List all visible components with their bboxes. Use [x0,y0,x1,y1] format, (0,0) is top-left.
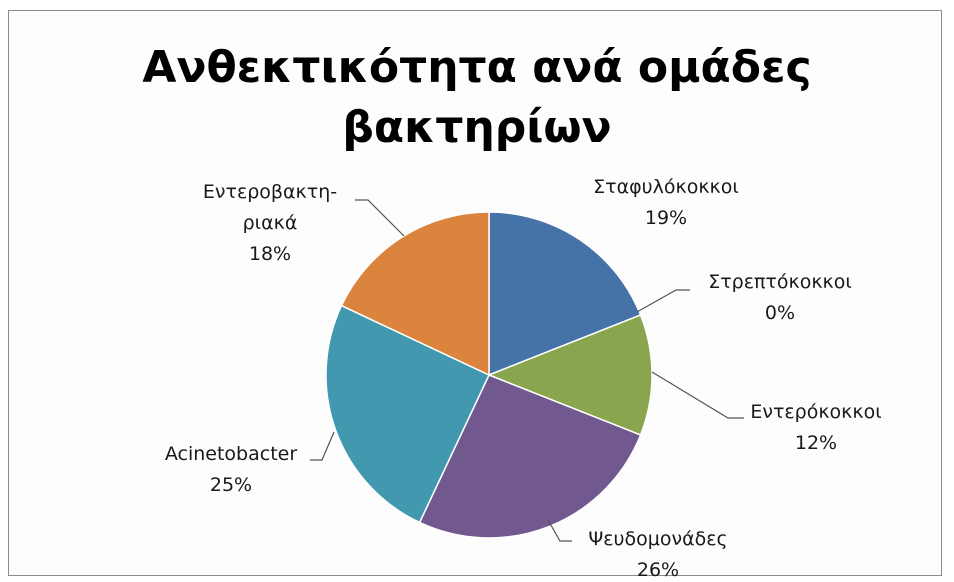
slice-5-label-line-2: 25% [210,474,252,496]
slice-2-leader-line [636,289,690,313]
slice-2-label-line-2: 0% [765,302,795,324]
slice-4-label: Ψευδομονάδες 26% [588,528,727,581]
slice-6-label-line-1: Εντεροβακτη- [203,181,337,203]
slice-6-label: Εντεροβακτη-ριακά 18% [203,181,337,265]
slice-1 [488,211,642,377]
slice-1-label-line-2: 19% [645,207,687,229]
data-labels: Σταφυλόκοκκοι 19% Στρεπτόκοκκοι 0% Εντερόκοκ… [165,176,882,581]
slice-5-leader-line [310,431,335,461]
slice-4 [418,374,642,539]
chart-title-line-1: Ανθεκτικότητα ανά ομάδες [142,42,812,93]
slice-5 [325,304,490,524]
slice-3-label-line-2: 12% [795,432,837,454]
slice-1-label-line-1: Σταφυλόκοκκοι [593,176,739,198]
slice-6-label-line-3: 18% [249,243,291,265]
pie-slices [325,211,653,539]
leader-lines [310,199,744,542]
slice-2-label: Στρεπτόκοκκοι 0% [708,271,852,324]
slice-1-label: Σταφυλόκοκκοι 19% [593,176,739,229]
slice-5-label: Acinetobacter 25% [165,443,297,496]
slice-3-leader-line [651,371,744,419]
slice-2-label-line-1: Στρεπτόκοκκοι [708,271,852,293]
slice-6-leader-line [355,199,405,237]
slice-6-label-line-2: ριακά [243,212,298,234]
chart-title-line-2: βακτηρίων [342,102,612,153]
slice-3 [486,314,653,436]
chart-title: Ανθεκτικότητα ανά ομάδες βακτηρίων [0,38,954,158]
slice-4-label-line-1: Ψευδομονάδες [588,528,727,550]
slice-3-label-line-1: Εντερόκοκκοι [750,401,881,423]
slice-3-label: Εντερόκοκκοι 12% [750,401,881,454]
slice-4-leader-line [547,519,572,542]
slice-5-label-line-1: Acinetobacter [165,443,297,465]
slice-4-label-line-2: 26% [637,559,679,581]
slice-6 [340,211,490,377]
